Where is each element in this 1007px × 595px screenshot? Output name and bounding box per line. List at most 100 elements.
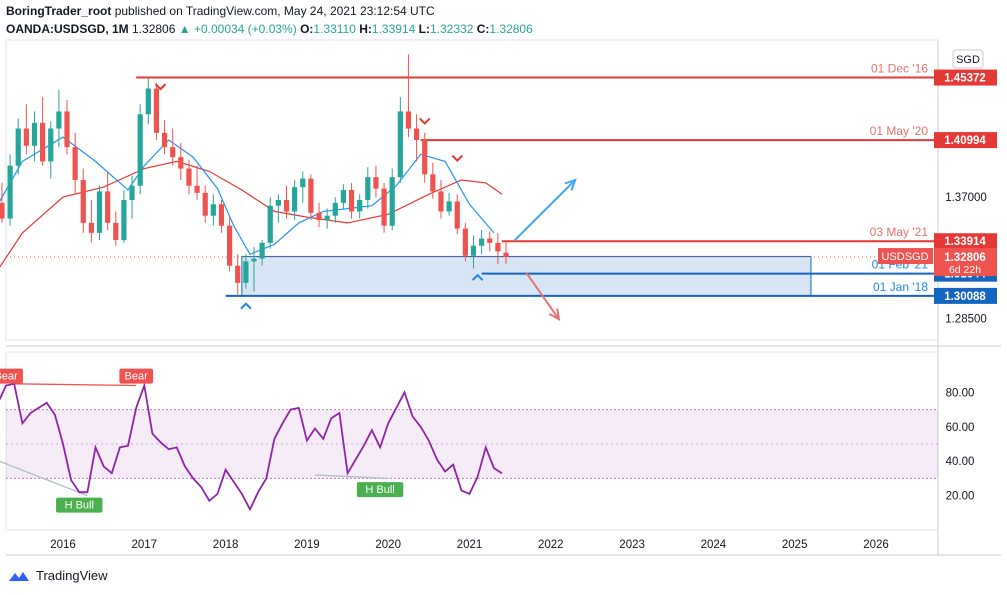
arrow-down-icon bbox=[548, 308, 561, 322]
bear-label bbox=[119, 368, 153, 384]
price-tag bbox=[934, 287, 997, 304]
tradingview-brand[interactable]: TradingView bbox=[36, 568, 108, 583]
candle-body bbox=[503, 252, 509, 258]
candle-body bbox=[389, 177, 395, 226]
divergence-line bbox=[0, 460, 88, 497]
candle-body bbox=[300, 178, 306, 188]
candle-body bbox=[129, 185, 135, 200]
symbol-tag-label: USDSGD bbox=[881, 251, 928, 263]
candle-body bbox=[161, 132, 168, 148]
candle-body bbox=[446, 201, 452, 212]
time-axis-tick: 2026 bbox=[863, 539, 889, 551]
divergence-label-text: H Bull bbox=[365, 484, 394, 496]
candle-body bbox=[259, 242, 265, 259]
candle-body bbox=[495, 242, 501, 252]
candle-body bbox=[194, 185, 200, 193]
candle-body bbox=[275, 200, 281, 206]
author-name[interactable]: BoringTrader_root bbox=[6, 4, 112, 18]
last-price-tag bbox=[934, 248, 997, 277]
bull-label bbox=[356, 482, 404, 498]
candle-body bbox=[178, 157, 184, 169]
up-arrow-shaft[interactable] bbox=[513, 179, 576, 242]
candle-body bbox=[153, 88, 160, 133]
down-arrow-shaft[interactable] bbox=[525, 272, 560, 320]
symbol-name[interactable]: OANDA:USDSGD, 1M bbox=[6, 22, 129, 36]
candle-body bbox=[88, 222, 94, 233]
candle-body bbox=[0, 202, 5, 219]
candle-body bbox=[96, 191, 103, 233]
rsi-axis-tick: 80.00 bbox=[946, 387, 975, 399]
chevron-down-icon bbox=[154, 83, 167, 91]
price-tag bbox=[934, 69, 997, 86]
candle-body bbox=[397, 111, 403, 178]
bear-label bbox=[0, 368, 23, 384]
close-label: C: bbox=[476, 22, 490, 36]
candle-body bbox=[72, 147, 78, 180]
candle-body bbox=[218, 204, 225, 226]
time-axis-tick: 2022 bbox=[538, 539, 564, 551]
price-tag bbox=[934, 132, 997, 149]
candle-body bbox=[105, 191, 111, 223]
support-zone[interactable] bbox=[241, 255, 812, 297]
price-tag-value: 1.30088 bbox=[944, 291, 986, 303]
low-value: 1.32332 bbox=[429, 22, 474, 36]
chevron-down-icon bbox=[419, 117, 431, 125]
candle-body bbox=[462, 228, 468, 256]
candle-body bbox=[267, 205, 273, 243]
rsi-axis-tick: 20.00 bbox=[946, 491, 975, 503]
symbol-tag bbox=[878, 248, 933, 265]
price-tag-value: 1.33914 bbox=[944, 236, 986, 248]
publish-text: published on TradingView.com, May 24, 20… bbox=[114, 4, 435, 18]
candle-body bbox=[316, 212, 322, 220]
candle-body bbox=[365, 177, 371, 200]
level-label: 01 Dec '16 bbox=[871, 62, 928, 76]
candle-body bbox=[454, 201, 460, 229]
currency-button-label[interactable]: SGD bbox=[956, 54, 980, 66]
candle-body bbox=[324, 215, 330, 220]
candle-body bbox=[31, 122, 38, 146]
time-axis-tick: 2021 bbox=[457, 539, 483, 551]
candle-body bbox=[56, 111, 62, 129]
price-tag bbox=[934, 233, 997, 250]
time-axis-tick: 2020 bbox=[375, 539, 401, 551]
currency-button[interactable] bbox=[952, 49, 984, 69]
price-axis-tick: 1.37000 bbox=[945, 192, 987, 204]
candle-body bbox=[422, 140, 428, 175]
candle-body bbox=[80, 180, 86, 223]
candle-body bbox=[121, 200, 127, 240]
rsi-line bbox=[0, 381, 503, 512]
open-value: 1.33110 bbox=[313, 22, 356, 36]
candle-body bbox=[113, 222, 119, 240]
candle-body bbox=[348, 190, 355, 212]
rsi-axis-tick: 40.00 bbox=[946, 456, 975, 468]
candle-body bbox=[170, 147, 176, 158]
divergence-label-text: Bear bbox=[125, 371, 149, 383]
last-price: 1.32806 bbox=[132, 22, 176, 36]
candle-body bbox=[145, 88, 151, 115]
candle-body bbox=[186, 168, 192, 186]
symbol-legend: OANDA:USDSGD, 1M 1.32806 ▲ +0.00034 (+0.… bbox=[6, 22, 533, 36]
candle-body bbox=[15, 128, 21, 166]
price-tag-value: 1.40994 bbox=[944, 135, 986, 147]
footer: TradingView bbox=[8, 568, 108, 583]
candle-body bbox=[413, 128, 420, 140]
bull-label bbox=[56, 497, 103, 513]
time-axis-tick: 2019 bbox=[294, 539, 320, 551]
close-value: 1.32806 bbox=[489, 22, 533, 36]
candle-body bbox=[243, 261, 249, 283]
time-axis-tick: 2018 bbox=[213, 539, 239, 551]
candle-body bbox=[487, 238, 493, 243]
chevron-up-icon bbox=[471, 273, 484, 281]
time-axis-tick: 2023 bbox=[619, 539, 645, 551]
level-label: 01 Jan '18 bbox=[873, 280, 928, 294]
candle-body bbox=[292, 187, 298, 212]
candle-body bbox=[235, 265, 241, 283]
candle-body bbox=[210, 204, 216, 216]
fast-moving-average bbox=[0, 136, 495, 256]
candle-body bbox=[64, 111, 70, 148]
candle-body bbox=[405, 111, 412, 129]
candle-body bbox=[40, 122, 46, 162]
candle-body bbox=[308, 178, 314, 213]
time-axis-tick: 2025 bbox=[782, 539, 808, 551]
